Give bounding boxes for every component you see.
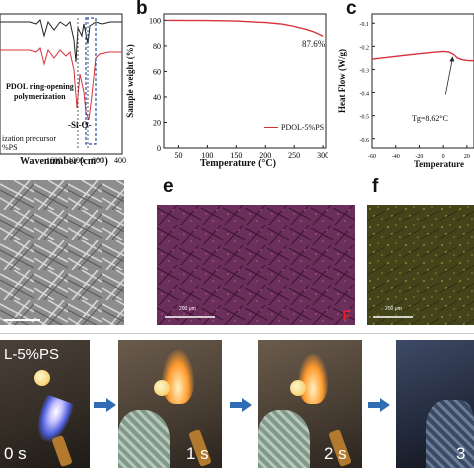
glove-hand xyxy=(118,410,170,468)
dsc-y-label: Heat Flow (W/g) xyxy=(337,49,347,113)
flame-time-3: 3 xyxy=(456,444,466,463)
y-tick-label: -0.6 xyxy=(360,138,370,144)
sem-image xyxy=(0,180,124,325)
x-tick-label: 20 xyxy=(464,154,470,160)
series-line xyxy=(371,50,474,62)
flame-sample-ball xyxy=(34,370,50,386)
flame-plume xyxy=(298,354,328,404)
y-tick-label: -0.3 xyxy=(360,68,370,74)
ftir-tick-400: 400 xyxy=(114,156,126,165)
x-tick-label: 0 xyxy=(442,154,445,160)
panel-label-b: b xyxy=(136,0,148,19)
tg-pointer-head xyxy=(449,56,455,62)
tga-chart: 50 100 150 200 250 300 0 20 40 60 80 100 xyxy=(149,13,328,160)
flame-frame-3s: 3 xyxy=(396,340,474,468)
y-tick-label: 100 xyxy=(149,16,161,25)
dsc-tg-label: Tg=8.62°C xyxy=(412,114,448,123)
panel-label-e: e xyxy=(163,176,174,197)
y-tick-label: 20 xyxy=(153,118,161,127)
eds-f-scale-label: 200 μm xyxy=(179,306,196,312)
eds-element-label: F xyxy=(342,307,351,323)
y-tick-label: 60 xyxy=(153,67,161,76)
panel-label-f: f xyxy=(372,176,379,197)
flame-time-1: 1 s xyxy=(186,444,209,463)
eds-si-texture xyxy=(367,205,474,325)
tga-y-label: Sample weight (%) xyxy=(125,44,135,118)
tg-pointer-line xyxy=(444,58,453,95)
ftir-tick-800: 800 xyxy=(92,156,104,165)
x-tick-label: 200 xyxy=(259,151,271,160)
ftir-black-trace xyxy=(0,19,122,63)
arrow-icon-3 xyxy=(368,398,390,412)
flame-sample-label: L-5%PS xyxy=(4,346,60,363)
panel-label-c: c xyxy=(346,0,357,19)
ftir-red-trace xyxy=(0,47,122,121)
sem-fibers-texture xyxy=(0,180,124,325)
ftir-plot: 1600 1200 800 400 xyxy=(0,13,126,165)
arrow-icon-1 xyxy=(94,398,116,412)
ftir-annotation-sio: -Si-O- xyxy=(68,120,92,130)
x-tick-label: -60 xyxy=(368,154,376,160)
flame-time-0: 0 s xyxy=(4,444,27,463)
eds-f-texture xyxy=(157,205,355,325)
dsc-chart: -60 -40 -20 0 20 -0.1 -0.2 -0.3 -0.4 -0.5 -0.6 xyxy=(360,13,474,160)
ftir-legend-2: %PS xyxy=(2,143,18,152)
tga-final-label: 87.6% xyxy=(302,39,326,49)
y-tick-label: 80 xyxy=(153,42,161,51)
ftir-legend-1: ization precursor xyxy=(2,134,56,143)
ftir-x-ticks: 1600 1200 800 400 xyxy=(46,156,126,165)
ftir-tick-1200: 1200 xyxy=(68,156,84,165)
ftir-annotation-ring: PDOL ring-opening xyxy=(6,82,74,91)
glove-hand xyxy=(258,410,310,468)
x-tick-label: 50 xyxy=(174,151,182,160)
flame-row-border xyxy=(0,333,474,475)
ftir-tick-1600: 1600 xyxy=(46,156,62,165)
x-tick-label: -20 xyxy=(415,154,423,160)
y-tick-label: -0.5 xyxy=(360,115,370,121)
flame-frame-1s: 1 s xyxy=(118,340,222,468)
x-tick-label: 300 xyxy=(317,151,328,160)
y-tick-label: 0 xyxy=(157,144,161,153)
flame-frame-2s: 2 s xyxy=(258,340,362,468)
torch-nozzle xyxy=(51,434,73,468)
eds-si-scale-label: 200 μm xyxy=(385,306,402,312)
flame-sample-ball xyxy=(154,380,170,396)
glove-hand xyxy=(426,400,474,468)
dsc-x-label: Temperature xyxy=(414,159,464,169)
plot-frame xyxy=(371,13,474,149)
flame-time-2: 2 s xyxy=(324,444,347,463)
panel-a: 1600 1200 800 400 PDOL ring-opening poly… xyxy=(0,0,128,170)
ftir-x-label: Wavenumber (cm⁻¹) xyxy=(20,156,108,167)
tga-legend-swatch xyxy=(264,126,278,129)
flame-sample-ball xyxy=(290,380,306,396)
flame-plume xyxy=(162,350,194,404)
arrow-icon-2 xyxy=(230,398,252,412)
plot-frame xyxy=(163,13,327,149)
tga-x-label: Temperature (°C) xyxy=(200,158,276,169)
eds-f-map: 200 μm F xyxy=(157,205,355,325)
tga-legend: PDOL-5%PS xyxy=(264,123,324,132)
ftir-annotation-poly: polymerization xyxy=(14,92,66,101)
x-tick-label: -40 xyxy=(392,154,400,160)
y-tick-label: -0.4 xyxy=(360,92,370,98)
series-line xyxy=(166,19,324,37)
x-tick-label: 250 xyxy=(288,151,300,160)
y-tick-label: -0.2 xyxy=(360,45,370,51)
x-tick-label: 150 xyxy=(230,151,242,160)
y-tick-label: 40 xyxy=(153,93,161,102)
tga-legend-label: PDOL-5%PS xyxy=(281,123,325,132)
flame-frame-0s: L-5%PS 0 s xyxy=(0,340,90,468)
x-tick-label: 100 xyxy=(201,151,213,160)
eds-si-map: 200 μm xyxy=(367,205,474,325)
y-tick-label: -0.1 xyxy=(360,22,370,28)
ftir-highlight-box xyxy=(85,17,97,145)
